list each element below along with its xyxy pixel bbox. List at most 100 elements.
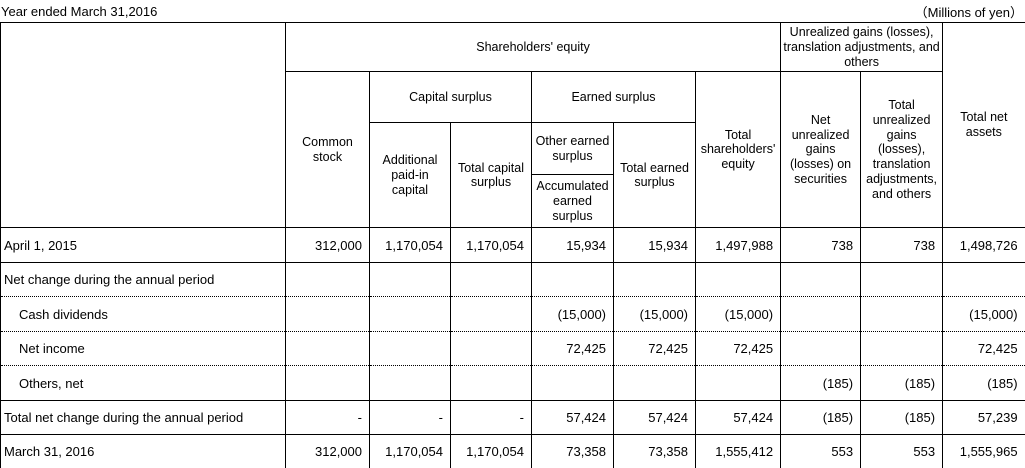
cell: [285, 262, 370, 298]
cell: 15,934: [531, 227, 614, 263]
cell: [285, 296, 370, 332]
cell: 553: [860, 434, 944, 468]
row-label: Others, net: [0, 365, 286, 401]
cell: -: [450, 400, 532, 436]
cell: [780, 331, 862, 367]
table-row-net-change-heading: Net change during the annual period: [0, 262, 1025, 298]
cell: 1,555,412: [694, 434, 782, 468]
cell: 15,934: [613, 227, 696, 263]
cell: 1,498,726: [942, 227, 1025, 263]
cell: [285, 365, 370, 401]
cell: 57,424: [694, 400, 782, 436]
cell: 738: [860, 227, 944, 263]
cell: (185): [860, 400, 944, 436]
cell: [780, 296, 862, 332]
period-title: Year ended March 31,2016: [1, 3, 158, 19]
unit-label: （Millions of yen）: [914, 4, 1023, 20]
unrealized-gains-group-header: Unrealized gains (losses), translation a…: [780, 21, 944, 73]
cell: [780, 262, 862, 298]
cell: (15,000): [942, 296, 1025, 332]
cell: 553: [780, 434, 862, 468]
cell: -: [369, 400, 451, 436]
earned-surplus-header: Earned surplus: [531, 71, 696, 124]
equity-table: Shareholders' equity Unrealized gains (l…: [0, 21, 1025, 468]
header-row-3: Additional paid-in capital Total capital…: [1, 122, 1025, 229]
cell: 1,170,054: [369, 434, 451, 468]
table-row-march-31-2016: March 31, 2016 312,000 1,170,054 1,170,0…: [0, 434, 1025, 468]
row-label: Net income: [0, 331, 286, 367]
total-shareholders-equity-header: Total shareholders' equity: [694, 71, 782, 229]
cell: 1,170,054: [369, 227, 451, 263]
table-row-total-net-change: Total net change during the annual perio…: [0, 400, 1025, 436]
cell: [860, 296, 944, 332]
cell: [369, 262, 451, 298]
cell: 312,000: [285, 227, 370, 263]
header-row-2: Common stock Capital surplus Earned surp…: [1, 71, 1025, 229]
total-earned-surplus-header: Total earned surplus: [613, 122, 696, 229]
table-row-others-net: Others, net (185) (185) (185): [0, 365, 1025, 401]
total-unrealized-gains-header: Total unrealized gains (losses), transla…: [860, 71, 944, 229]
other-earned-surplus-header: Other earned surplus: [531, 122, 614, 176]
cell: 72,425: [531, 331, 614, 367]
table-caption-bar: Year ended March 31,2016 （Millions of ye…: [0, 0, 1025, 22]
cell: 1,555,965: [942, 434, 1025, 468]
cell: [860, 262, 944, 298]
table-row-cash-dividends: Cash dividends (15,000) (15,000) (15,000…: [0, 296, 1025, 332]
cell: (185): [780, 400, 862, 436]
cell: 1,497,988: [694, 227, 782, 263]
cell: 57,424: [613, 400, 696, 436]
cell: [369, 331, 451, 367]
cell: (185): [780, 365, 862, 401]
cell: 73,358: [613, 434, 696, 468]
accumulated-earned-surplus-header: Accumulated earned surplus: [531, 174, 614, 229]
cell: 57,424: [531, 400, 614, 436]
cell: 72,425: [694, 331, 782, 367]
cell: [860, 331, 944, 367]
cell: -: [285, 400, 370, 436]
cell: [369, 296, 451, 332]
cell: (15,000): [613, 296, 696, 332]
cell: 72,425: [942, 331, 1025, 367]
cell: [942, 262, 1025, 298]
table-row-net-income: Net income 72,425 72,425 72,425 72,425: [0, 331, 1025, 367]
cell: (15,000): [694, 296, 782, 332]
table-row-april-1-2015: April 1, 2015 312,000 1,170,054 1,170,05…: [0, 227, 1025, 263]
row-label: March 31, 2016: [0, 434, 286, 468]
cell: [369, 365, 451, 401]
additional-paid-in-capital-header: Additional paid-in capital: [369, 122, 451, 229]
cell: 72,425: [613, 331, 696, 367]
row-label: Cash dividends: [0, 296, 286, 332]
cell: 312,000: [285, 434, 370, 468]
row-label: Total net change during the annual perio…: [0, 400, 286, 436]
net-unrealized-gains-securities-header: Net unrealized gains (losses) on securit…: [780, 71, 862, 229]
cell: 738: [780, 227, 862, 263]
cell: [450, 296, 532, 332]
cell: (185): [860, 365, 944, 401]
total-net-assets-header: Total net assets: [942, 21, 1025, 229]
cell: 57,239: [942, 400, 1025, 436]
cell: 1,170,054: [450, 227, 532, 263]
cell: 73,358: [531, 434, 614, 468]
row-label: Net change during the annual period: [0, 262, 286, 298]
corner-empty-cell: [0, 21, 286, 229]
cell: 1,170,054: [450, 434, 532, 468]
cell: (15,000): [531, 296, 614, 332]
cell: [450, 262, 532, 298]
total-capital-surplus-header: Total capital surplus: [450, 122, 532, 229]
header-row-4: Accumulated earned surplus: [1, 174, 1025, 229]
cell: [613, 262, 696, 298]
cell: (185): [942, 365, 1025, 401]
cell: [613, 365, 696, 401]
capital-surplus-header: Capital surplus: [369, 71, 532, 124]
cell: [450, 331, 532, 367]
cell: [450, 365, 532, 401]
header-row-1: Shareholders' equity Unrealized gains (l…: [0, 21, 1025, 229]
cell: [694, 262, 782, 298]
cell: [285, 331, 370, 367]
row-label: April 1, 2015: [0, 227, 286, 263]
cell: [531, 262, 614, 298]
cell: [531, 365, 614, 401]
shareholders-equity-header: Shareholders' equity: [284, 21, 782, 73]
cell: [694, 365, 782, 401]
